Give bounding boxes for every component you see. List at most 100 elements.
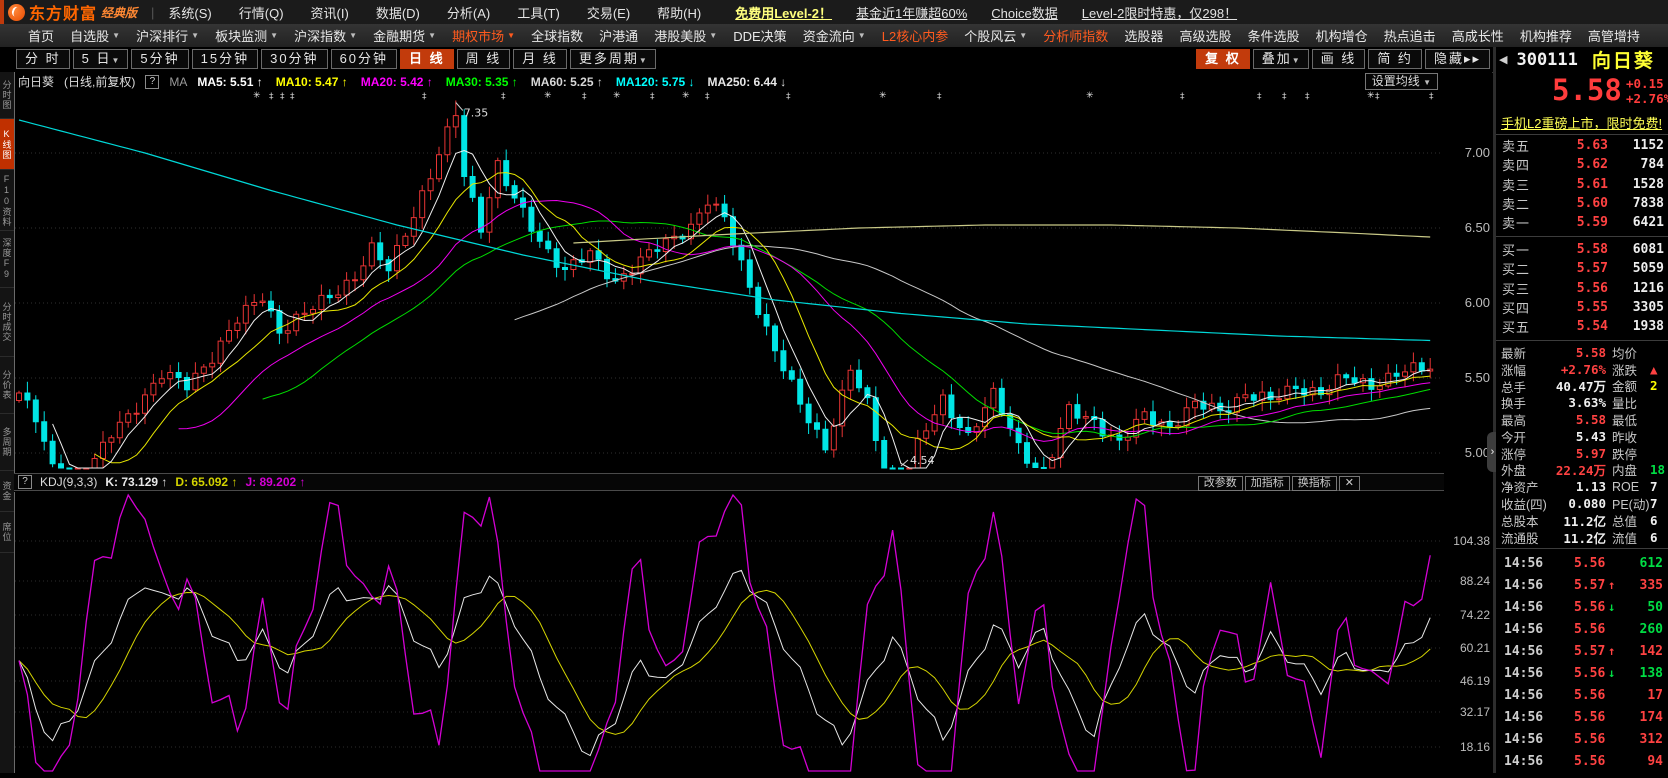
bid-row[interactable]: 买三 5.56 1216 [1496, 279, 1668, 298]
ask-row[interactable]: 卖三 5.61 1528 [1496, 175, 1668, 194]
ask-row[interactable]: 卖五 5.63 1152 [1496, 136, 1668, 155]
nav-item[interactable]: 金融期货 ▼ [373, 26, 436, 45]
left-view-sidebar: 分时图 K线图 F10资料 深度F9 分时成交 分价表 多周期 资金 席位 [0, 72, 14, 773]
nav-item[interactable]: 板块监测 ▼ [215, 26, 278, 45]
timeframe-button[interactable]: 月 线 [513, 49, 567, 69]
sidebar-item[interactable]: F10资料 [0, 170, 14, 231]
timeframe-button[interactable]: 5 日▼ [72, 49, 129, 69]
sidebar-item[interactable]: 多周期 [0, 414, 14, 471]
event-marker: ‡ [1375, 92, 1380, 102]
nav-item-label: 金融期货 [373, 29, 426, 44]
nav-item[interactable]: 资金流向 ▼ [803, 26, 866, 45]
timeframe-button[interactable]: 叠加▼ [1252, 49, 1309, 69]
sidebar-item[interactable]: 分时图 [0, 72, 14, 119]
stat-label: 最新 [1501, 346, 1527, 361]
nav-item[interactable]: 选股器 [1124, 26, 1163, 45]
bid-row[interactable]: 买一 5.58 6081 [1496, 240, 1668, 259]
menubar-menu[interactable]: 数据(D) [375, 5, 420, 21]
timeframe-button[interactable]: 日 线 [400, 49, 454, 69]
ask-row[interactable]: 卖二 5.60 7838 [1496, 194, 1668, 213]
timeframe-button[interactable]: 简 约 [1368, 49, 1422, 69]
sidebar-item[interactable]: 分价表 [0, 357, 14, 414]
timeframe-button[interactable]: 15分钟 [191, 49, 259, 69]
nav-item[interactable]: 沪港通 [599, 26, 638, 45]
nav-item[interactable]: 热点追击 [1384, 26, 1436, 45]
timeframe-button[interactable]: 分 时 [16, 49, 70, 69]
level-volume: 784 [1640, 157, 1664, 173]
nav-item-label: 板块监测 [215, 29, 268, 44]
nav-item[interactable]: 高成长性 [1452, 26, 1504, 45]
sidebar-item[interactable]: K线图 [0, 119, 14, 170]
ask-row[interactable]: 卖一 5.59 6421 [1496, 213, 1668, 232]
nav-item-label: 高级选股 [1179, 29, 1232, 44]
nav-item[interactable]: 条件选股 [1248, 26, 1300, 45]
menubar-menu[interactable]: 资讯(I) [310, 5, 349, 21]
kdj-tick-label: 88.24 [1459, 574, 1490, 588]
timeframe-button[interactable]: 60分钟 [330, 49, 398, 69]
ask-row[interactable]: 卖四 5.62 784 [1496, 155, 1668, 174]
menubar-menu[interactable]: 帮助(H) [657, 5, 702, 21]
tick-time: 14:56 [1504, 687, 1544, 703]
nav-item[interactable]: 沪深排行 ▼ [136, 26, 199, 45]
nav-item[interactable]: 自选股 ▼ [70, 26, 120, 45]
close-icon[interactable]: ✕ [1338, 476, 1360, 491]
kdj-tick-label: 74.22 [1459, 608, 1490, 622]
help-icon[interactable]: ? [18, 475, 32, 489]
promo-link[interactable]: Level-2限时特惠，仅298！ [1081, 5, 1238, 21]
timeframe-button[interactable]: 复 权 [1196, 49, 1250, 69]
nav-item[interactable]: 沪深指数 ▼ [294, 26, 357, 45]
event-marker: ‡ [290, 92, 295, 102]
menubar-menu[interactable]: 交易(E) [586, 5, 631, 21]
nav-item[interactable]: 高管增持 [1588, 26, 1640, 45]
bid-row[interactable]: 买五 5.54 1938 [1496, 317, 1668, 336]
timeframe-button[interactable]: 5分钟 [131, 49, 189, 69]
nav-item[interactable]: 期权市场 ▼ [452, 26, 515, 45]
nav-item[interactable]: L2核心内参 [882, 26, 948, 45]
tick-row: 14:56 5.56 174 [1496, 706, 1668, 728]
nav-item[interactable]: 机构推荐 [1520, 26, 1572, 45]
menubar-menu[interactable]: 行情(Q) [238, 5, 284, 21]
ma-settings-button[interactable]: 设置均线 ▼ [1364, 73, 1438, 90]
candlestick-chart[interactable]: ✳ ✳ ✳ ✳ ✳ ✳ ✳ ‡ ‡ ‡ ‡ ‡ ‡ ‡ ‡ ‡ ‡ ‡ ‡ ‡ ‡ ‡ ‡ 7.35 4.54 [14, 72, 1445, 473]
nav-item[interactable]: 港股美股 ▼ [654, 26, 717, 45]
sidebar-item[interactable]: 席位 [0, 512, 14, 553]
timeframe-button[interactable]: 隐藏▸▸ [1424, 49, 1490, 69]
stat-value: 11.2亿 [1563, 530, 1606, 546]
nav-item[interactable]: 个股风云 ▼ [964, 26, 1027, 45]
arrow-up-icon: ↑ [1608, 578, 1616, 592]
menubar-menu[interactable]: 工具(T) [517, 5, 560, 21]
nav-item[interactable]: 机构增仓 [1316, 26, 1368, 45]
event-star-marker: ✳ [253, 91, 261, 101]
bid-row[interactable]: 买四 5.55 3305 [1496, 298, 1668, 317]
kdj-button[interactable]: 加指标 [1244, 476, 1290, 491]
help-icon[interactable]: ? [145, 74, 160, 89]
kdj-button[interactable]: 换指标 [1291, 476, 1337, 491]
menubar-menu[interactable]: 分析(A) [446, 5, 491, 21]
stat-value: 18 [1650, 462, 1666, 478]
panel-collapse-handle[interactable]: › [1487, 432, 1498, 472]
promo-link[interactable]: 免费用Level-2！ [735, 5, 833, 21]
timeframe-button[interactable]: 周 线 [456, 49, 511, 69]
level-price: 5.57 [1576, 261, 1608, 277]
nav-item[interactable]: 首页 [28, 26, 54, 45]
nav-item[interactable]: 分析师指数 [1043, 26, 1108, 45]
timeframe-button[interactable]: 30分钟 [261, 49, 328, 69]
kdj-button[interactable]: 改参数 [1197, 476, 1243, 491]
promo-link[interactable]: Choice数据 [991, 5, 1058, 21]
promo-link[interactable]: 手机L2重磅上市，限时免费! [1501, 116, 1663, 131]
kdj-chart[interactable] [14, 492, 1445, 773]
sidebar-item[interactable]: 资金 [0, 471, 14, 512]
tick-list[interactable]: 14:56 5.56 612 14:56 5.57 ↑ 335 14:56 5.56 ↓ 50 14:… [1496, 552, 1668, 772]
nav-item[interactable]: 高级选股 [1179, 26, 1231, 45]
timeframe-button[interactable]: 画 线 [1311, 49, 1366, 69]
menubar-menu[interactable]: 系统(S) [168, 5, 212, 21]
timeframe-button[interactable]: 更多周期▼ [569, 49, 656, 69]
promo-link[interactable]: 基金近1年赚超60% [856, 5, 968, 21]
back-arrow-icon[interactable]: ◀ [1499, 54, 1508, 66]
bid-row[interactable]: 买二 5.57 5059 [1496, 259, 1668, 278]
nav-item[interactable]: 全球指数 [531, 26, 583, 45]
sidebar-item[interactable]: 分时成交 [0, 288, 14, 357]
nav-item[interactable]: DDE决策 [733, 26, 786, 45]
ma-settings-label: 设置均线 [1371, 74, 1420, 88]
sidebar-item[interactable]: 深度F9 [0, 231, 14, 288]
